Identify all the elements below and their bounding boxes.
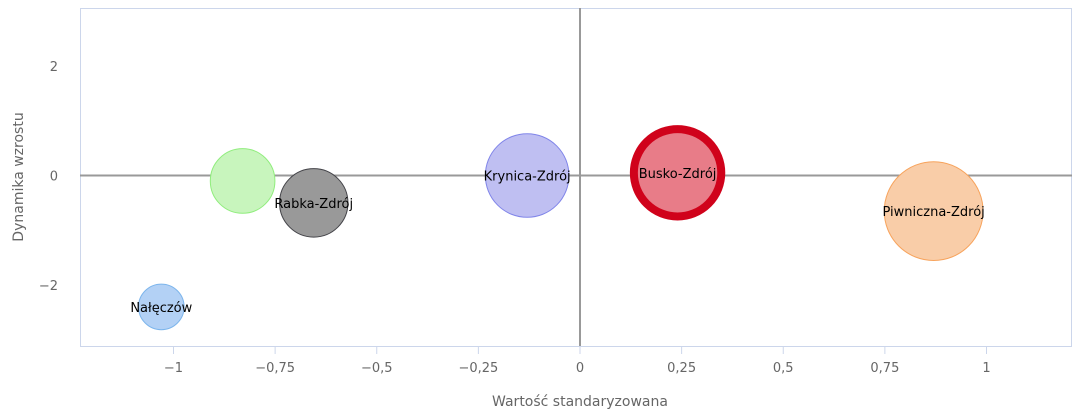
y-axis-title: Dynamika wzrostu	[11, 112, 27, 241]
bubble-label: Krynica-Zdrój	[484, 170, 571, 185]
bubble[interactable]	[279, 168, 349, 238]
bubble[interactable]	[629, 125, 726, 221]
x-tick-label: −0,75	[255, 361, 295, 376]
x-tick-label: −1	[164, 361, 183, 376]
y-tick-label: 0	[50, 170, 58, 185]
x-tick-label: 0	[576, 361, 584, 376]
bubble-label: Rabka-Zdrój	[274, 197, 353, 212]
bubble[interactable]	[138, 283, 185, 331]
y-tick-label: 2	[50, 60, 58, 75]
bubble-label: Piwniczna-Zdrój	[882, 205, 984, 220]
x-tick-label: 0,5	[773, 361, 794, 376]
bubble[interactable]	[883, 161, 984, 261]
x-tick-label: 0,75	[870, 361, 899, 376]
bubble[interactable]	[484, 133, 570, 218]
x-tick-label: −0,5	[361, 361, 393, 376]
x-axis-title: Wartość standaryzowana	[492, 394, 668, 410]
bubble[interactable]	[209, 148, 276, 214]
x-tick-label: 1	[982, 361, 990, 376]
bubble-label: Nałęczów	[130, 301, 192, 316]
x-tick-label: 0,25	[667, 361, 696, 376]
x-tick-label: −0,25	[458, 361, 498, 376]
y-tick-label: −2	[39, 279, 58, 294]
bubble-label: Busko-Zdrój	[639, 167, 717, 182]
